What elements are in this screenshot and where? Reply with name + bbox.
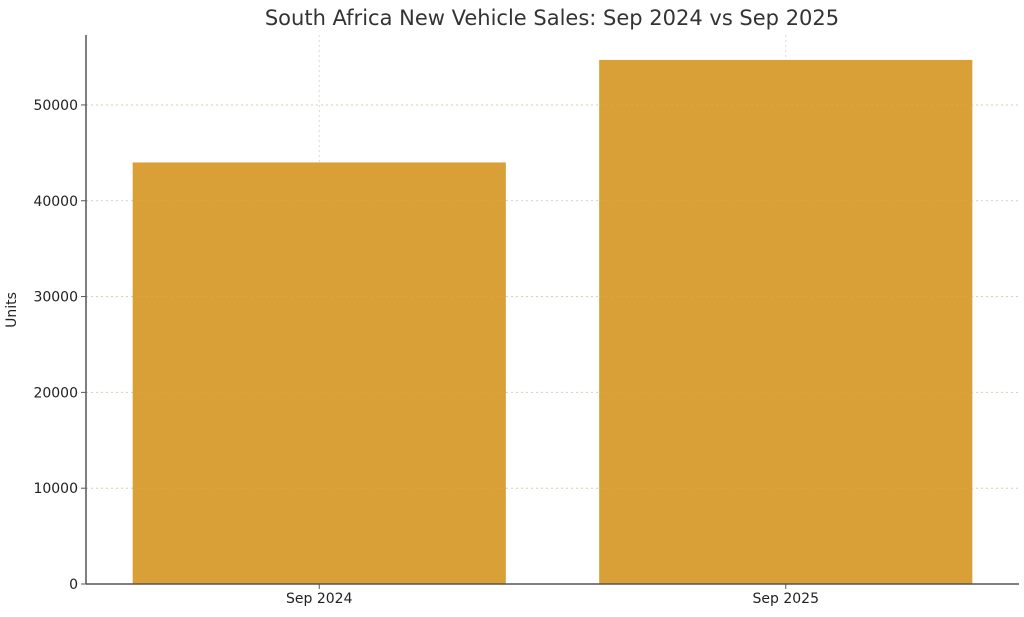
y-tick-label: 30000 [33, 290, 78, 306]
chart-title: South Africa New Vehicle Sales: Sep 2024… [265, 6, 839, 30]
y-tick-label: 20000 [33, 385, 78, 401]
x-tick-label: Sep 2024 [286, 591, 353, 607]
y-axis-label: Units [4, 292, 20, 328]
bars [86, 59, 1019, 585]
bar-sep-2025 [599, 59, 973, 584]
y-tick-label: 10000 [33, 481, 78, 497]
axes [85, 35, 1019, 585]
y-tick-label: 40000 [33, 194, 78, 210]
bar-sep-2024 [132, 162, 506, 584]
y-tick-label: 50000 [33, 98, 78, 114]
x-tick-label: Sep 2025 [753, 591, 819, 607]
y-ticks: 0 10000 20000 30000 40000 50000 [33, 98, 86, 593]
y-tick-label: 0 [69, 577, 78, 593]
x-ticks: Sep 2024 Sep 2025 [286, 584, 819, 607]
